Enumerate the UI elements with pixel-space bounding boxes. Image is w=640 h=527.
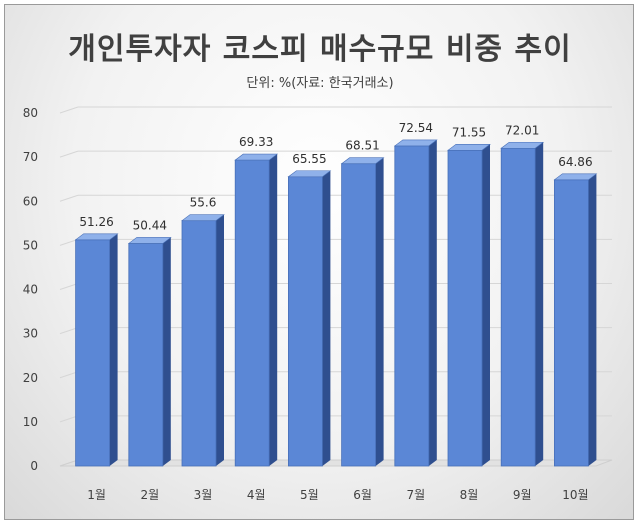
bar-side — [162, 237, 171, 466]
x-tick-label: 3월 — [194, 488, 213, 502]
bar-side — [269, 154, 278, 467]
data-label: 71.55 — [452, 125, 486, 139]
x-tick-label: 1월 — [87, 488, 106, 502]
x-tick-label: 8월 — [460, 488, 479, 502]
data-label: 50.44 — [133, 218, 167, 232]
x-tick-label: 5월 — [300, 488, 319, 502]
gridline-slant — [59, 238, 79, 246]
bar-top — [393, 139, 438, 147]
bar — [75, 239, 110, 467]
bar — [447, 149, 483, 467]
bar-top — [234, 153, 279, 161]
bar-top — [287, 170, 332, 178]
chart-subtitle: 단위: %(자료: 한국거래소) — [246, 76, 394, 91]
gridline-slant — [59, 194, 79, 202]
bar-side — [588, 173, 597, 467]
data-label: 72.54 — [399, 121, 433, 135]
bar — [128, 243, 164, 467]
y-tick-label: 0 — [30, 459, 38, 473]
data-label: 69.33 — [239, 135, 273, 149]
data-label: 72.01 — [505, 123, 539, 137]
y-tick-label: 80 — [23, 106, 38, 120]
bar-top — [74, 233, 119, 241]
x-tick-label: 7월 — [406, 488, 425, 502]
bar-top — [447, 143, 491, 151]
gridline-slant — [59, 150, 79, 158]
y-tick-label: 40 — [23, 283, 38, 297]
bar — [181, 220, 217, 467]
bar-top — [340, 157, 385, 164]
x-tick-label: 4월 — [247, 488, 266, 502]
data-label: 65.55 — [292, 152, 326, 166]
bar-side — [109, 233, 118, 466]
y-tick-label: 60 — [23, 194, 38, 208]
gridline-slant — [59, 371, 79, 379]
bar-top — [181, 214, 225, 221]
bar-side — [216, 214, 224, 466]
y-tick-label: 10 — [23, 415, 38, 429]
y-tick-label: 70 — [23, 150, 38, 164]
gridline-slant — [59, 327, 79, 335]
data-label: 55.6 — [190, 196, 217, 210]
bar — [234, 159, 270, 467]
y-tick-label: 30 — [23, 327, 38, 341]
chart-title: 개인투자자 코스피 매수규모 비중 추이 — [68, 32, 572, 67]
data-label: 64.86 — [558, 155, 592, 169]
bar-side — [535, 142, 544, 467]
gridline-slant — [59, 283, 79, 290]
bar-top — [127, 237, 172, 244]
bar — [500, 147, 536, 467]
y-tick-label: 50 — [23, 238, 38, 252]
bar — [554, 179, 589, 467]
x-tick-label: 9월 — [513, 488, 532, 502]
gridline-slant — [59, 106, 79, 114]
y-tick-label: 20 — [23, 371, 38, 385]
x-tick-label: 10월 — [562, 488, 588, 502]
bar-top — [553, 173, 598, 181]
bar-side — [428, 139, 437, 467]
bar-side — [322, 170, 331, 466]
bar — [394, 145, 430, 467]
bar-side — [482, 144, 490, 466]
x-tick-label: 2월 — [140, 488, 159, 502]
gridline-slant — [59, 415, 79, 423]
bar — [341, 163, 377, 467]
data-label: 68.51 — [345, 139, 379, 153]
x-tick-label: 6월 — [353, 488, 372, 502]
bar-side — [375, 157, 384, 466]
bar — [287, 176, 323, 467]
data-label: 51.26 — [79, 215, 113, 229]
bar-top — [500, 141, 545, 149]
